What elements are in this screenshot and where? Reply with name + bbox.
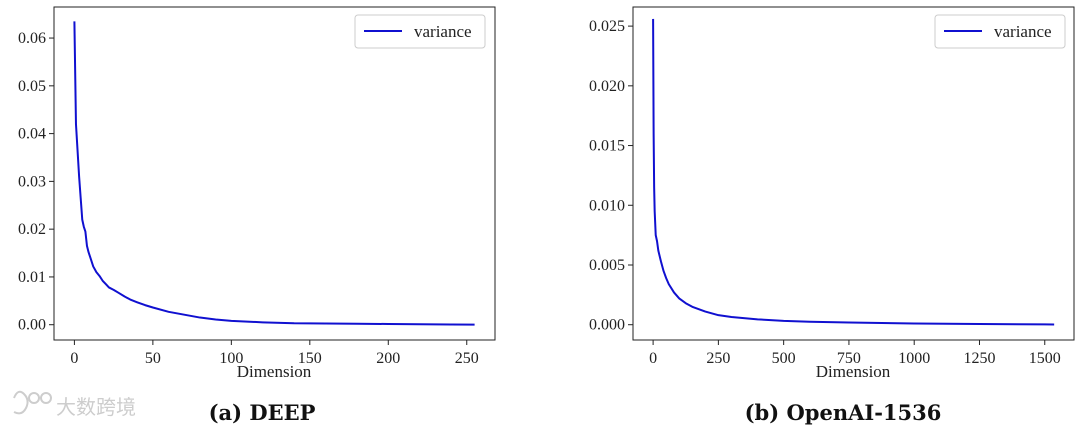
x-ticks: 0 50 100 150 200 250 [70,340,479,367]
y-tick-label: 0.04 [18,126,46,143]
legend-box [934,14,1066,49]
watermark-logo-icon [13,390,52,415]
y-tick-label: 0.06 [18,30,46,47]
y-tick-label: 0.00 [18,317,46,334]
x-tick-label: 150 [298,350,322,367]
y-tick-label: 0.000 [589,317,625,334]
x-tick-label: 250 [455,350,479,367]
watermark: 大数跨境 [13,390,136,419]
panel-caption: (b) OpenAI-1536 [745,400,942,425]
series-line-variance [652,18,1055,326]
x-tick-label: 500 [772,350,796,367]
x-tick-label: 100 [219,350,243,367]
legend-label: variance [994,22,1052,41]
y-tick-label: 0.020 [589,78,625,95]
legend-box [354,14,486,49]
x-tick-label: 750 [837,350,861,367]
x-ticks: 0 250 500 750 1000 1250 1500 [649,340,1061,367]
legend: variance [934,14,1066,49]
y-ticks: 0.000 0.005 0.010 0.015 0.020 0.025 [589,18,633,334]
panel-caption: (a) DEEP [209,400,316,425]
y-tick-label: 0.05 [18,78,46,95]
y-tick-label: 0.010 [589,197,625,214]
x-tick-label: 1250 [963,350,995,367]
plot-frame [53,6,496,341]
x-tick-label: 50 [145,350,161,367]
x-tick-label: 200 [376,350,400,367]
x-tick-label: 250 [706,350,730,367]
y-tick-label: 0.02 [18,221,46,238]
x-axis-label: Dimension [237,362,312,381]
x-tick-label: 1500 [1029,350,1061,367]
watermark-text: 大数跨境 [56,395,136,419]
x-tick-label: 0 [649,350,657,367]
series-group [652,18,1055,326]
plot-frame [632,6,1075,341]
y-tick-label: 0.03 [18,173,46,190]
series-line-variance [73,21,475,326]
chart-panel-deep: 0 50 100 150 200 250 0.00 0.01 0.02 0.03 0.04 0.05… [18,6,496,425]
y-tick-label: 0.005 [589,257,625,274]
legend: variance [354,14,486,49]
y-tick-label: 0.015 [589,138,625,155]
y-tick-label: 0.01 [18,269,46,286]
y-tick-label: 0.025 [589,18,625,35]
legend-label: variance [414,22,472,41]
x-tick-label: 0 [70,350,78,367]
x-axis-label: Dimension [816,362,891,381]
series-group [73,21,475,326]
chart-panel-openai-1536: 0 250 500 750 1000 1250 1500 0.0000.0050.0100.… [589,6,1075,425]
y-ticks: 0.00 0.01 0.02 0.03 0.04 0.05 0.06 [18,30,54,334]
x-tick-label: 1000 [898,350,930,367]
